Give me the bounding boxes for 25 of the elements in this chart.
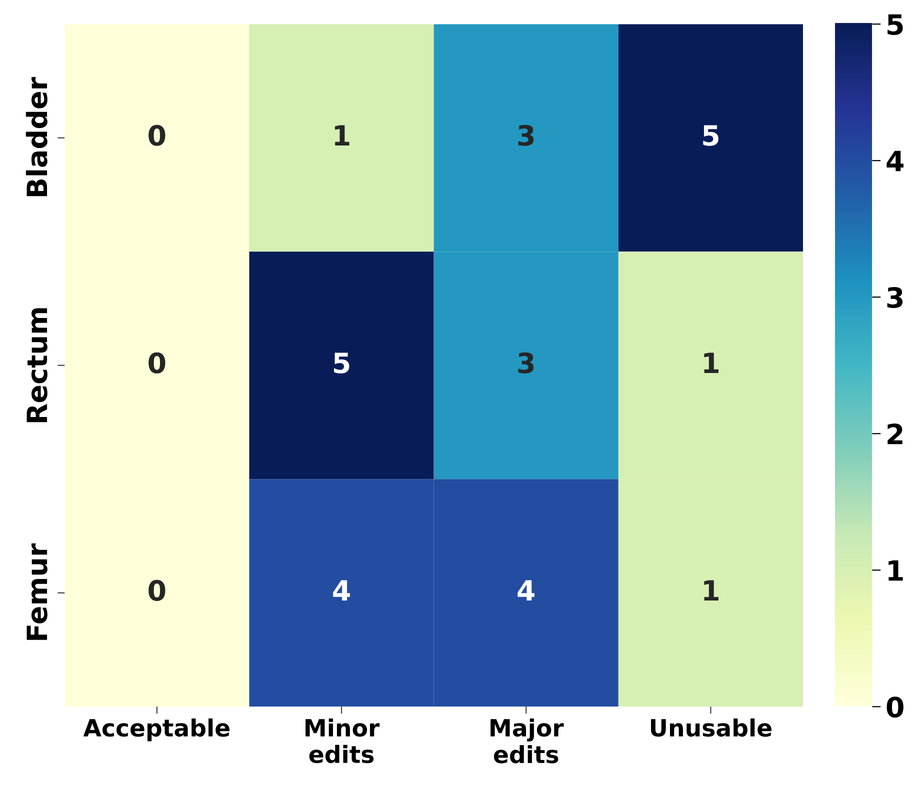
y-tick-label: Rectum (26, 308, 48, 422)
data-label: 3 (518, 352, 534, 374)
data-label: 5 (703, 125, 718, 146)
data-label: 4 (333, 580, 350, 601)
x-tick-label: Major edits (490, 718, 564, 764)
color-bar-label: 0 (886, 696, 904, 718)
color-bar-label: 1 (888, 560, 903, 581)
x-tick-label: Unusable (650, 718, 772, 737)
y-tick-label: Bladder (26, 77, 48, 196)
color-bar-label: 2 (888, 424, 902, 444)
x-tick-label: Acceptable (83, 718, 230, 742)
x-tick-label: Minor edits (306, 718, 380, 764)
data-label: 0 (148, 580, 166, 601)
data-label: 5 (334, 352, 350, 374)
y-tick-label: Femur (26, 543, 48, 640)
data-label: 1 (704, 352, 718, 374)
data-label: 1 (334, 125, 350, 146)
color-bar-label: 3 (887, 287, 903, 308)
color-bar-label: 4 (886, 150, 904, 172)
data-label: 1 (704, 580, 718, 601)
data-label: 0 (148, 124, 166, 146)
data-label: 0 (148, 352, 166, 374)
data-label: 3 (518, 124, 534, 146)
color-bar-label: 5 (888, 14, 903, 36)
data-label: 4 (518, 580, 534, 601)
